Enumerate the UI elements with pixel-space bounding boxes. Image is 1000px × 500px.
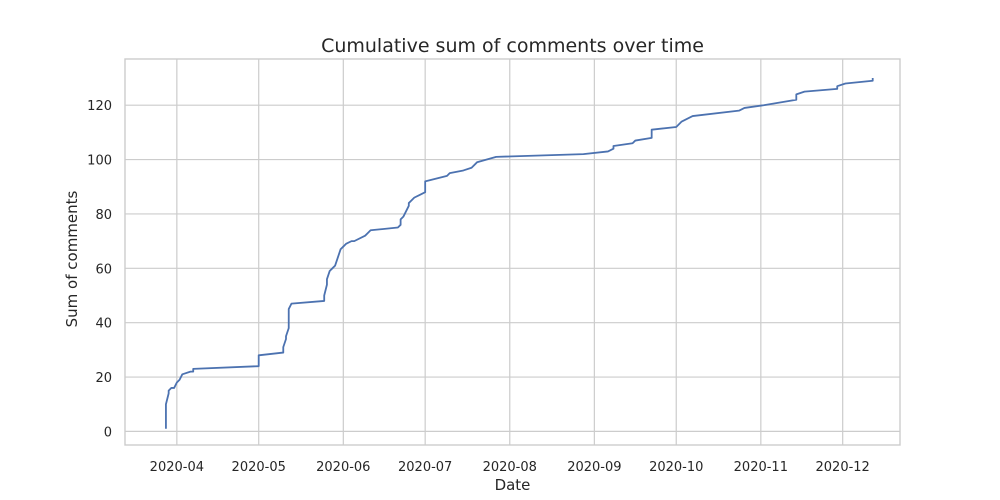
x-tick-label: 2020-04 — [150, 460, 204, 475]
y-tick-label: 100 — [87, 154, 112, 169]
x-tick-label: 2020-05 — [232, 460, 286, 475]
x-tick-label: 2020-07 — [398, 460, 452, 475]
y-tick-label: 0 — [104, 425, 112, 440]
y-tick-label: 40 — [95, 317, 112, 332]
plot-frame — [124, 58, 901, 446]
y-axis-label: Sum of comments — [63, 190, 81, 327]
chart-title: Cumulative sum of comments over time — [321, 35, 704, 57]
series-line — [165, 78, 874, 429]
x-tick-label: 2020-12 — [816, 460, 870, 475]
x-tick-label: 2020-09 — [567, 460, 621, 475]
x-tick-label: 2020-11 — [734, 460, 788, 475]
y-tick-label: 120 — [87, 99, 112, 114]
series-layer — [165, 78, 874, 429]
x-tick-label: 2020-06 — [316, 460, 370, 475]
y-tick-label: 80 — [95, 208, 112, 223]
x-axis-label: Date — [495, 476, 531, 494]
x-tick-label: 2020-10 — [649, 460, 703, 475]
tick-layer: 2020-04 2020-05 2020-06 2020-07 2020-08 2020-… — [87, 99, 870, 475]
grid-layer — [125, 59, 900, 445]
y-tick-label: 20 — [95, 371, 112, 386]
y-tick-label: 60 — [95, 262, 112, 277]
x-tick-label: 2020-08 — [483, 460, 537, 475]
